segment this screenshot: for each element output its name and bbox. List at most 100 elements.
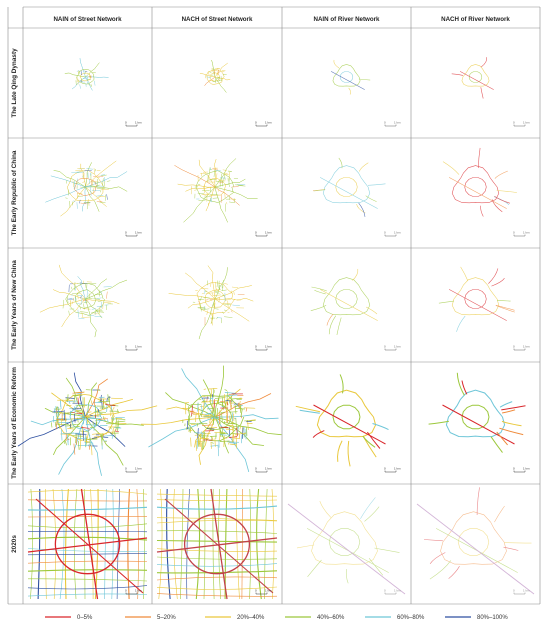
street-segment bbox=[87, 432, 88, 439]
river-branch bbox=[443, 162, 459, 175]
street-segment bbox=[86, 299, 97, 337]
scale-zero: 0 bbox=[513, 121, 515, 125]
row-label: The Early Republic of China bbox=[11, 150, 18, 235]
street-segment bbox=[45, 489, 46, 599]
street-segment bbox=[250, 420, 256, 421]
river-branch bbox=[481, 87, 483, 98]
scale-zero: 0 bbox=[255, 345, 257, 349]
street-segment bbox=[173, 489, 177, 599]
street-segment bbox=[264, 489, 267, 599]
street-segment bbox=[214, 159, 216, 187]
legend-label: 60%–80% bbox=[397, 615, 425, 621]
scale-zero: 0 bbox=[513, 589, 515, 593]
river-inner bbox=[462, 405, 489, 429]
street-segment bbox=[67, 296, 68, 303]
street-segment bbox=[217, 317, 218, 319]
river-loop bbox=[323, 166, 370, 203]
street-segment bbox=[230, 443, 237, 444]
street-segment bbox=[223, 170, 227, 171]
street-segment bbox=[184, 187, 215, 222]
river-branch bbox=[368, 184, 386, 186]
street-segment bbox=[167, 489, 170, 599]
river-channel bbox=[449, 177, 507, 208]
legend-label: 20%–40% bbox=[237, 615, 265, 621]
street-segment bbox=[51, 422, 52, 427]
map-cell: 0 1 km bbox=[452, 57, 530, 126]
street-segment bbox=[240, 427, 241, 430]
river-branch bbox=[334, 60, 339, 68]
scale-unit: 1 km bbox=[523, 121, 530, 125]
street-segment bbox=[83, 309, 91, 310]
river-channel bbox=[417, 504, 534, 594]
street-segment bbox=[215, 77, 226, 92]
street-segment bbox=[60, 489, 64, 599]
river-loop bbox=[452, 166, 499, 203]
street-segment bbox=[236, 418, 237, 427]
river-branch bbox=[492, 278, 505, 286]
street-segment bbox=[217, 318, 222, 319]
river-branch bbox=[497, 191, 517, 193]
street-segment bbox=[235, 408, 245, 409]
street-segment bbox=[66, 398, 76, 399]
street-segment bbox=[70, 427, 80, 428]
river-branch bbox=[314, 290, 325, 294]
street-segment bbox=[237, 489, 240, 599]
scale-unit: 1 km bbox=[394, 231, 401, 235]
scale-unit: 1 km bbox=[135, 345, 142, 349]
river-channel bbox=[443, 405, 515, 444]
street-segment bbox=[224, 283, 228, 284]
street-segment bbox=[207, 397, 208, 402]
street-segment bbox=[201, 296, 202, 300]
street-segment bbox=[61, 430, 62, 441]
river-loop bbox=[452, 278, 499, 315]
street-segment bbox=[80, 85, 81, 89]
street-segment bbox=[242, 489, 243, 599]
river-channel bbox=[288, 504, 405, 594]
street-segment bbox=[65, 198, 67, 199]
river-channel bbox=[449, 289, 507, 320]
street-segment bbox=[143, 489, 144, 599]
river-branch bbox=[500, 402, 512, 408]
scale-unit: 1 km bbox=[265, 121, 272, 125]
scale-unit: 1 km bbox=[265, 467, 272, 471]
street-segment bbox=[86, 163, 92, 188]
street-segment bbox=[38, 489, 40, 599]
river-branch bbox=[346, 569, 348, 583]
street-segment bbox=[94, 81, 95, 86]
street-segment bbox=[218, 445, 219, 456]
street-segment bbox=[102, 399, 103, 410]
river-branch bbox=[348, 441, 350, 467]
row-labels: The Late Qing Dynasty The Early Republic … bbox=[11, 48, 18, 553]
street-segment bbox=[214, 309, 218, 310]
scale-zero: 0 bbox=[513, 467, 515, 471]
street-segment bbox=[215, 398, 226, 399]
river-channel bbox=[320, 289, 378, 320]
column-header: NAIN of River Network bbox=[313, 16, 380, 23]
river-channel bbox=[320, 177, 378, 208]
scale-unit: 1 km bbox=[135, 467, 142, 471]
street-segment bbox=[204, 197, 211, 198]
river-branch bbox=[494, 506, 504, 522]
row-label: The Late Qing Dynasty bbox=[11, 48, 18, 118]
street-segment bbox=[225, 390, 228, 391]
row-label: The Early Years of New China bbox=[11, 260, 18, 350]
scale-zero: 0 bbox=[125, 121, 127, 125]
river-loop bbox=[446, 390, 504, 437]
street-segment bbox=[226, 202, 227, 204]
river-branch bbox=[312, 287, 327, 291]
river-branch bbox=[349, 88, 351, 95]
river-branch bbox=[337, 318, 341, 335]
street-segment bbox=[66, 378, 85, 417]
street-segment bbox=[82, 182, 85, 183]
street-segment bbox=[180, 489, 183, 599]
street-segment bbox=[78, 293, 79, 300]
street-segment bbox=[62, 414, 65, 415]
